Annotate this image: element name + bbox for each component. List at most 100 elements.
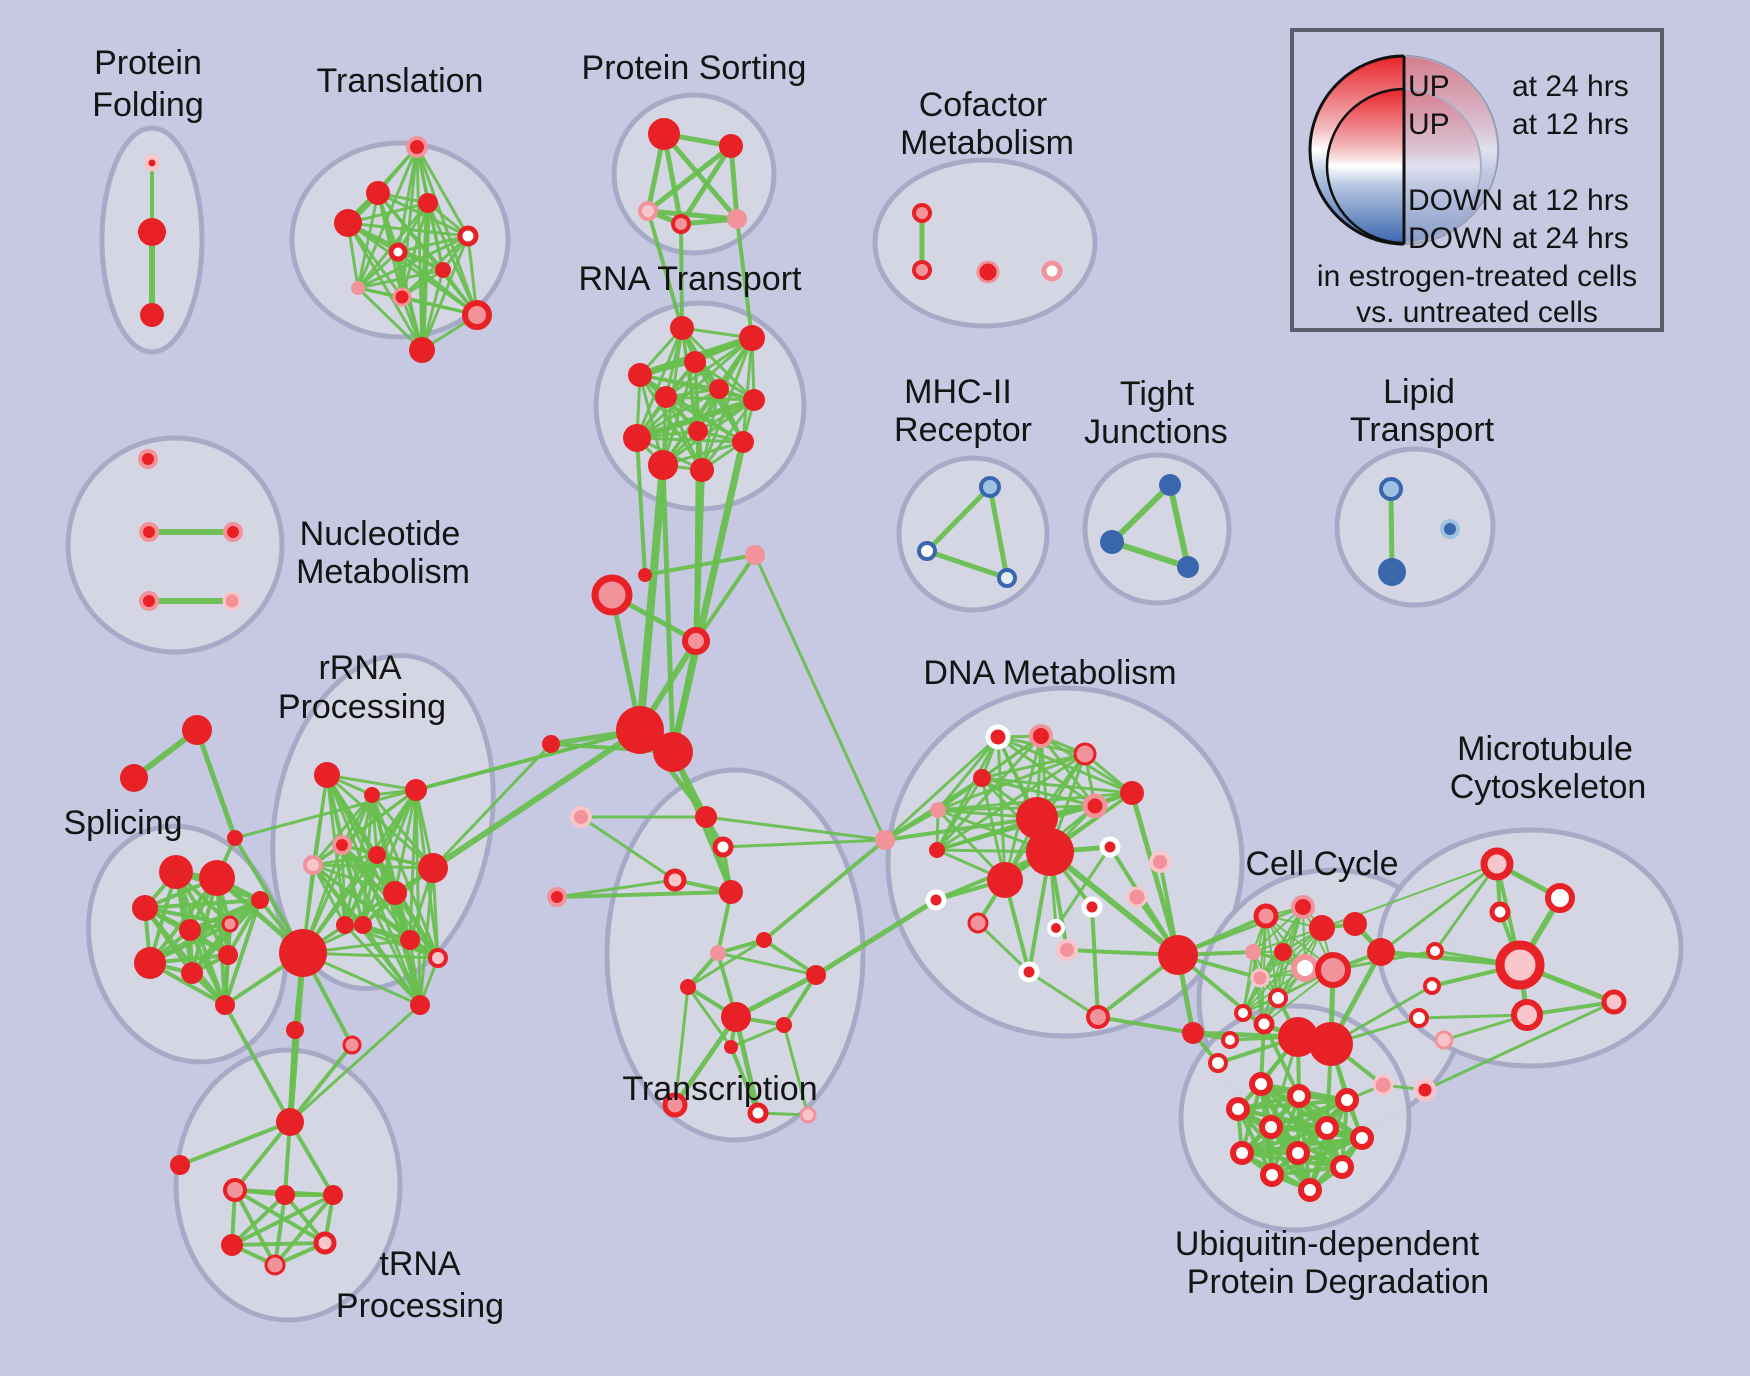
network-node-cc3[interactable] bbox=[1309, 915, 1335, 941]
network-node-sp4[interactable] bbox=[179, 919, 201, 941]
network-node-cf3[interactable] bbox=[976, 260, 1000, 284]
network-node-dm10[interactable] bbox=[1082, 793, 1108, 819]
network-node-pf3[interactable] bbox=[140, 303, 164, 327]
network-node-tn2[interactable] bbox=[275, 1185, 295, 1205]
network-node-sp7[interactable] bbox=[181, 962, 203, 984]
network-node-tx12[interactable] bbox=[776, 1017, 792, 1033]
network-node-ub11[interactable] bbox=[1286, 1141, 1310, 1165]
network-node-dm18[interactable] bbox=[1086, 1005, 1110, 1029]
network-node-ch6[interactable] bbox=[653, 732, 693, 772]
network-node-tl11[interactable] bbox=[409, 337, 435, 363]
network-node-tx1[interactable] bbox=[695, 806, 717, 828]
network-node-tx4[interactable] bbox=[719, 880, 743, 904]
network-node-rr4[interactable] bbox=[332, 835, 352, 855]
network-node-tl4[interactable] bbox=[418, 193, 438, 213]
network-node-rt12[interactable] bbox=[690, 458, 714, 482]
network-node-cf4[interactable] bbox=[1041, 260, 1063, 282]
network-node-cc8[interactable] bbox=[1250, 968, 1270, 988]
network-node-sp10[interactable] bbox=[215, 995, 235, 1015]
network-node-dm17[interactable] bbox=[1056, 939, 1078, 961]
network-node-tx14[interactable] bbox=[662, 1092, 688, 1118]
network-node-cc12[interactable] bbox=[1221, 1031, 1239, 1049]
network-node-sp3[interactable] bbox=[132, 895, 158, 921]
network-node-rt8[interactable] bbox=[623, 424, 651, 452]
network-node-tl9[interactable] bbox=[392, 287, 412, 307]
network-node-mt2[interactable] bbox=[1545, 883, 1575, 913]
network-node-ub1[interactable] bbox=[1253, 1013, 1275, 1035]
network-node-dm15[interactable] bbox=[1081, 896, 1103, 918]
network-node-dm14[interactable] bbox=[1126, 886, 1148, 908]
network-node-spA[interactable] bbox=[182, 715, 212, 745]
network-node-rt1[interactable] bbox=[670, 316, 694, 340]
network-node-nm3[interactable] bbox=[223, 522, 243, 542]
network-node-dm12[interactable] bbox=[1099, 836, 1121, 858]
network-node-tx10[interactable] bbox=[721, 1002, 751, 1032]
network-node-spC[interactable] bbox=[227, 830, 243, 846]
network-node-dm11[interactable] bbox=[1120, 781, 1144, 805]
network-node-rt11[interactable] bbox=[648, 450, 678, 480]
network-node-cc15[interactable] bbox=[1367, 938, 1395, 966]
network-node-dm6[interactable] bbox=[929, 842, 945, 858]
network-node-ch5[interactable] bbox=[616, 706, 664, 754]
network-node-mt5[interactable] bbox=[1511, 999, 1543, 1031]
network-node-ub4[interactable] bbox=[1259, 1115, 1283, 1139]
network-node-cc4[interactable] bbox=[1245, 944, 1261, 960]
network-node-rr3[interactable] bbox=[405, 779, 427, 801]
network-node-rr1[interactable] bbox=[314, 762, 340, 788]
network-node-dm3[interactable] bbox=[1073, 742, 1097, 766]
network-node-tnh[interactable] bbox=[276, 1108, 304, 1136]
network-node-ub13[interactable] bbox=[1298, 1178, 1322, 1202]
network-node-ubp1[interactable] bbox=[1372, 1074, 1394, 1096]
network-node-mt8[interactable] bbox=[1423, 977, 1441, 995]
network-node-tx13[interactable] bbox=[724, 1040, 738, 1054]
network-node-dm20[interactable] bbox=[1047, 919, 1065, 937]
network-node-lt2[interactable] bbox=[1440, 519, 1460, 539]
network-node-sp6[interactable] bbox=[134, 947, 166, 979]
network-node-ch1[interactable] bbox=[591, 574, 633, 616]
network-node-tj3[interactable] bbox=[1177, 556, 1199, 578]
network-node-lt1[interactable] bbox=[1379, 477, 1403, 501]
network-node-cc2[interactable] bbox=[1291, 895, 1315, 919]
network-node-rr12[interactable] bbox=[428, 948, 448, 968]
network-node-rr2[interactable] bbox=[364, 787, 380, 803]
network-node-dm1[interactable] bbox=[985, 724, 1011, 750]
network-node-tx5[interactable] bbox=[570, 806, 592, 828]
network-node-ub12[interactable] bbox=[1330, 1155, 1354, 1179]
network-node-dm4[interactable] bbox=[973, 769, 991, 787]
network-node-ch2[interactable] bbox=[638, 568, 652, 582]
network-node-nm4[interactable] bbox=[139, 591, 159, 611]
network-node-dm5[interactable] bbox=[930, 802, 946, 818]
network-node-cc13[interactable] bbox=[1208, 1053, 1228, 1073]
network-node-dm19[interactable] bbox=[967, 912, 989, 934]
network-node-rr7[interactable] bbox=[383, 881, 407, 905]
network-node-ubp2[interactable] bbox=[1413, 1078, 1437, 1102]
network-node-cc7[interactable] bbox=[1315, 952, 1351, 988]
network-node-mt3[interactable] bbox=[1489, 901, 1511, 923]
network-node-dm2[interactable] bbox=[1029, 724, 1053, 748]
network-node-ps3[interactable] bbox=[638, 201, 658, 221]
network-node-rr11[interactable] bbox=[400, 930, 420, 950]
network-node-tl6[interactable] bbox=[388, 242, 408, 262]
network-node-dm0[interactable] bbox=[875, 830, 895, 850]
network-node-tj2[interactable] bbox=[1100, 530, 1124, 554]
network-node-ub9[interactable] bbox=[1230, 1141, 1254, 1165]
network-node-ch4[interactable] bbox=[682, 627, 710, 655]
network-node-mt9[interactable] bbox=[1409, 1008, 1429, 1028]
network-node-cf2[interactable] bbox=[912, 260, 932, 280]
network-node-ub10[interactable] bbox=[1260, 1163, 1284, 1187]
network-node-tx3[interactable] bbox=[663, 868, 687, 892]
network-node-ub7[interactable] bbox=[1335, 1088, 1359, 1112]
network-node-tx2[interactable] bbox=[712, 836, 734, 858]
network-node-cc10[interactable] bbox=[1234, 1004, 1252, 1022]
network-node-ccH1[interactable] bbox=[1278, 1017, 1318, 1057]
network-node-cc9[interactable] bbox=[1268, 988, 1288, 1008]
network-node-rr15[interactable] bbox=[286, 1021, 304, 1039]
network-node-dmH[interactable] bbox=[1158, 935, 1198, 975]
network-node-pf2[interactable] bbox=[138, 218, 166, 246]
network-node-tn6[interactable] bbox=[264, 1254, 286, 1276]
network-node-cc1[interactable] bbox=[1253, 903, 1279, 929]
network-node-rr9[interactable] bbox=[279, 929, 327, 977]
network-node-tl10[interactable] bbox=[462, 300, 492, 330]
network-node-rt4[interactable] bbox=[628, 363, 652, 387]
network-node-tx8[interactable] bbox=[710, 945, 726, 961]
